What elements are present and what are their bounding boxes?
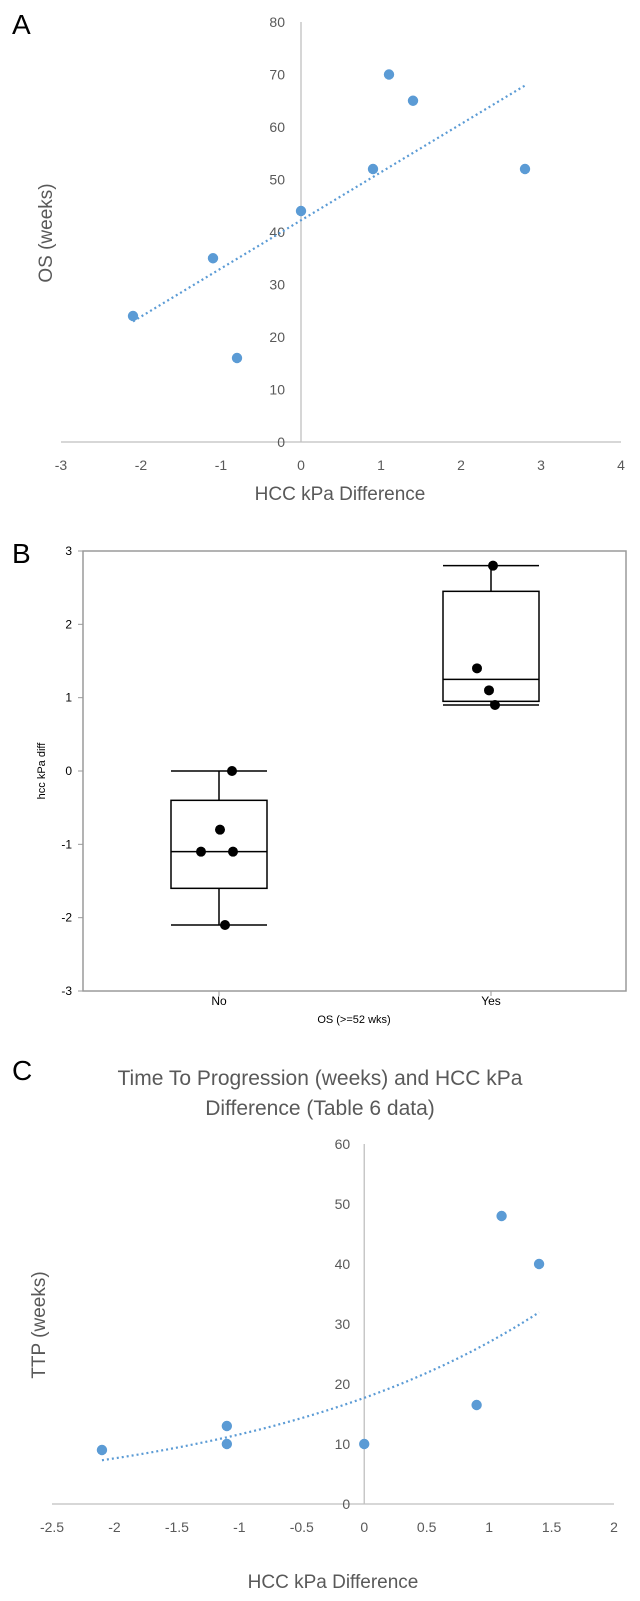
data-point (490, 700, 500, 710)
data-point (215, 824, 225, 835)
y-axis-label: hcc kPa diff (36, 742, 48, 800)
y-tick-label: -1 (61, 837, 72, 851)
data-point (407, 95, 419, 106)
y-tick-label: 1 (65, 691, 72, 705)
data-point (472, 663, 482, 674)
x-tick-label: Yes (481, 994, 501, 1008)
x-tick-label: 1 (377, 457, 385, 473)
x-tick-label: 1 (485, 1519, 493, 1535)
y-tick-label: 0 (342, 1496, 350, 1512)
data-point (519, 163, 531, 175)
trendline (132, 84, 526, 323)
y-tick-label: 50 (335, 1196, 351, 1212)
x-tick-label: -2.5 (40, 1519, 64, 1535)
y-tick-label: 80 (269, 14, 285, 30)
x-tick-label: 4 (617, 457, 625, 473)
y-tick-label: 70 (269, 67, 285, 83)
data-point (484, 685, 494, 696)
x-tick-label: 0.5 (417, 1519, 437, 1535)
panel-b: B -3 -2 -1 0 1 2 3 No Yes OS (>=52 wks) hcc kPa … (12, 538, 627, 1026)
data-point (207, 253, 219, 264)
x-tick-label: 0 (360, 1519, 368, 1535)
data-point (383, 69, 395, 80)
panel-label-b: B (12, 538, 31, 569)
y-tick-label: 60 (269, 119, 285, 135)
y-tick-label: 30 (269, 277, 285, 293)
data-point (127, 310, 139, 322)
data-point (488, 560, 498, 571)
x-tick-label: 2 (457, 457, 465, 473)
data-point (227, 766, 237, 776)
trendline (101, 1311, 540, 1462)
data-point (96, 1444, 108, 1456)
data-point (221, 1438, 233, 1450)
x-tick-label: -0.5 (290, 1519, 314, 1535)
panel-label-a: A (12, 9, 31, 40)
data-point (220, 920, 230, 930)
x-tick-label: No (211, 994, 227, 1008)
data-point (471, 1399, 482, 1411)
y-tick-label: 2 (65, 617, 72, 631)
y-tick-label: 30 (335, 1316, 351, 1332)
data-point (496, 1210, 507, 1222)
x-tick-label: -2 (108, 1519, 121, 1535)
data-point (359, 1438, 370, 1450)
y-tick-label: 50 (269, 172, 285, 188)
y-axis-label: TTP (weeks) (29, 1271, 50, 1378)
y-tick-label: 10 (269, 382, 285, 398)
y-tick-label: 40 (335, 1256, 351, 1272)
plot-frame (82, 550, 627, 992)
chart-title-line-2: Difference (Table 6 data) (205, 1097, 435, 1120)
panel-label-c: C (12, 1055, 32, 1086)
data-point (221, 1420, 233, 1432)
y-tick-label: 3 (65, 544, 72, 558)
data-point (367, 163, 379, 175)
x-tick-label: 1.5 (542, 1519, 562, 1535)
y-tick-label: 20 (335, 1376, 351, 1392)
y-tick-label: 0 (65, 764, 72, 778)
data-point (533, 1258, 545, 1270)
data-point (228, 846, 238, 857)
y-tick-label: -3 (61, 984, 72, 998)
data-point (231, 352, 243, 364)
chart-title-line-1: Time To Progression (weeks) and HCC kPa (118, 1067, 523, 1090)
x-tick-label: 0 (297, 457, 305, 473)
x-tick-label: -2 (135, 457, 148, 473)
y-axis-label: OS (weeks) (36, 183, 57, 282)
x-tick-label: 2 (610, 1519, 618, 1535)
y-tick-label: 10 (335, 1436, 351, 1452)
x-axis-label: HCC kPa Difference (255, 484, 426, 505)
box-iqr (170, 799, 268, 890)
y-tick-label: 40 (269, 224, 285, 240)
x-tick-label: -1 (215, 457, 228, 473)
y-tick-label: 0 (277, 434, 285, 450)
y-tick-label: 20 (269, 329, 285, 345)
x-tick-label: 3 (537, 457, 545, 473)
data-point (295, 205, 307, 217)
y-tick-label: -2 (61, 911, 72, 925)
x-tick-label: -3 (55, 457, 68, 473)
box-iqr (442, 590, 540, 703)
x-tick-label: -1 (233, 1519, 246, 1535)
y-tick-label: 60 (335, 1136, 351, 1152)
data-point (196, 846, 206, 857)
panel-c: C Time To Progression (weeks) and HCC kP… (12, 1055, 618, 1593)
x-axis-label: HCC kPa Difference (248, 1572, 419, 1593)
x-axis-label: OS (>=52 wks) (317, 1014, 390, 1026)
x-tick-label: -1.5 (165, 1519, 189, 1535)
